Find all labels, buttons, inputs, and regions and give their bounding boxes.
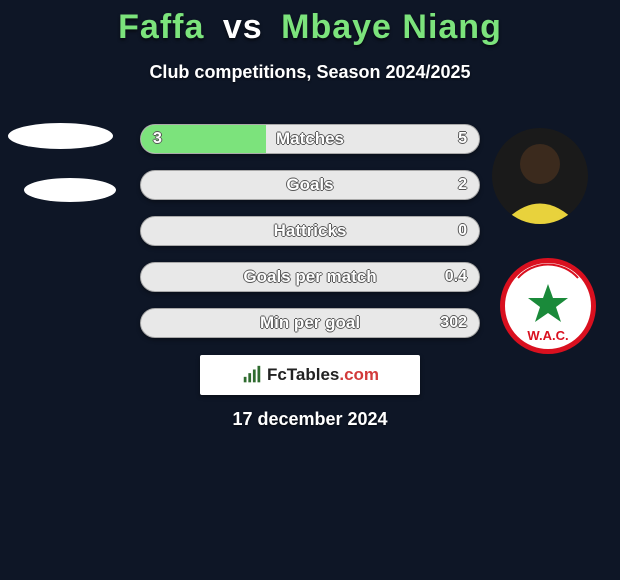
bar-label: Goals — [141, 171, 479, 199]
title-right: Mbaye Niang — [281, 8, 502, 46]
chart-icon — [241, 364, 263, 386]
subtitle: Club competitions, Season 2024/2025 — [0, 62, 620, 83]
stat-row: Matches3 5 — [140, 124, 480, 154]
title-connector: vs — [223, 8, 263, 46]
left-player-placeholder — [8, 123, 113, 149]
brand-badge: FcTables.com — [200, 355, 420, 395]
comparison-bars: Matches3 5 Goals2 Hattricks0 Goals per match… — [140, 124, 480, 354]
bar-label: Min per goal — [141, 309, 479, 337]
bar-value-right: 0.4 — [445, 263, 467, 291]
stat-row: Goals per match0.4 — [140, 262, 480, 292]
svg-text:W.A.C.: W.A.C. — [527, 328, 568, 343]
club-badge-icon: W.A.C. — [500, 258, 596, 354]
page-title: Faffa vs Mbaye Niang — [0, 8, 620, 47]
player-avatar-icon — [492, 128, 588, 224]
right-club-logo: W.A.C. — [500, 258, 596, 354]
date-line: 17 december 2024 — [0, 409, 620, 430]
bar-value-right: 302 — [440, 309, 467, 337]
brand-main: FcTables — [267, 365, 339, 384]
stat-row: Min per goal302 — [140, 308, 480, 338]
title-left: Faffa — [118, 8, 204, 46]
left-club-placeholder — [24, 178, 116, 202]
brand-suffix: .com — [339, 365, 379, 384]
bar-label: Matches — [141, 125, 479, 153]
bar-value-left: 3 — [153, 125, 162, 153]
bar-value-right: 0 — [458, 217, 467, 245]
bar-value-right: 5 — [458, 125, 467, 153]
bar-label: Goals per match — [141, 263, 479, 291]
stat-row: Goals2 — [140, 170, 480, 200]
brand-text: FcTables.com — [267, 365, 379, 385]
bar-value-right: 2 — [458, 171, 467, 199]
right-player-photo — [492, 128, 588, 224]
stat-row: Hattricks0 — [140, 216, 480, 246]
bar-label: Hattricks — [141, 217, 479, 245]
